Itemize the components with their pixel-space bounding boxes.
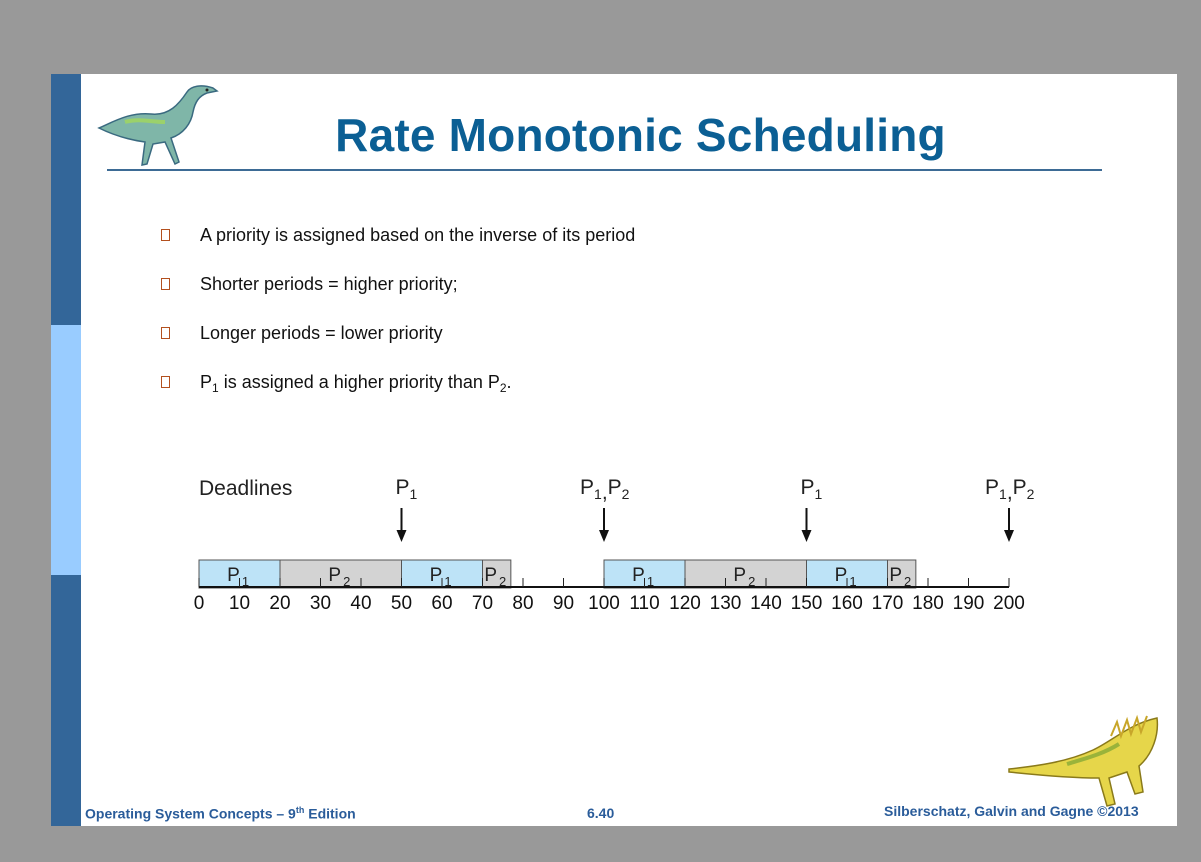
deadline-markers: P1 P1,P2 P1 P1,P2 [396,476,1035,542]
deadline-arrow-head-2 [801,530,812,542]
gantt-segment-label-2: P [430,565,443,586]
bullet-icon [161,327,170,339]
bullet-1: A priority is assigned based on the inve… [161,225,635,246]
gantt-segment-3 [482,559,512,589]
gantt-segment-label-5: P [733,565,746,586]
tick-label-60: 60 [431,593,452,614]
gantt-segment-7 [887,559,917,589]
footer-book-title: Operating System Concepts – 9th Edition [85,805,356,822]
gantt-segment-5 [684,559,807,589]
slide-title: Rate Monotonic Scheduling [335,109,946,161]
deadline-label-3: P1,P2 [985,476,1035,504]
tick-label-150: 150 [791,593,823,614]
bullet-4-mid: is assigned a higher priority than P [218,372,500,392]
tick-label-200: 200 [993,593,1025,614]
title-rule [107,169,1102,171]
gantt-segment-label-3: P [484,565,497,586]
deadline-arrow-head-0 [396,530,407,542]
bullet-icon [161,229,170,241]
bullet-4-p2-sub: 2 [499,381,507,395]
tick-label-80: 80 [512,593,533,614]
tick-label-140: 140 [750,593,782,614]
footer-authors: Silberschatz, Galvin and Gagne ©2013 [884,803,1139,819]
gantt-segment-sub-2: 1 [444,574,451,589]
gantt-segment-sub-5: 2 [748,574,755,589]
deadline-arrow-head-3 [1004,530,1014,542]
left-bar-middle [51,325,81,575]
tick-label-170: 170 [872,593,904,614]
deadline-label-0: P1 [396,476,418,502]
bullet-4: P1 is assigned a higher priority than P2… [161,372,512,395]
gantt-segment-sub-3: 2 [499,574,506,589]
gantt-segment-label-0: P [227,565,240,586]
bullet-1-text: A priority is assigned based on the inve… [200,225,636,245]
left-bar-bottom [51,575,81,826]
gantt-segment-sub-4: 1 [647,574,654,589]
deadline-label-1: P1,P2 [580,476,630,504]
gantt-segment-sub-7: 2 [904,574,911,589]
gantt-segment-label-4: P [632,565,645,586]
dinosaur-logo-bottom [1008,714,1159,807]
gantt-segment-sub-0: 1 [242,574,249,589]
slide: Rate Monotonic Scheduling A priority is … [51,74,1177,826]
footer-book-sup: th [295,805,305,815]
tick-label-30: 30 [310,593,331,614]
tick-label-50: 50 [391,593,412,614]
tick-marks [198,578,1010,587]
bullet-2: Shorter periods = higher priority; [161,274,458,295]
footer-book-suffix: Edition [304,805,356,822]
tick-label-110: 110 [629,593,659,614]
bullet-3-text: Longer periods = lower priority [200,323,443,343]
tick-label-100: 100 [588,593,620,614]
tick-label-10: 10 [229,593,250,614]
tick-label-180: 180 [912,593,944,614]
gantt-segment-label-1: P [328,565,341,586]
tick-label-130: 130 [710,593,742,614]
dinosaur-logo-top [97,85,219,166]
tick-label-190: 190 [953,593,985,614]
bullet-4-end: . [506,372,512,392]
bullet-icon [161,278,170,290]
tick-label-20: 20 [269,593,290,614]
gantt-segment-label-6: P [835,565,848,586]
gantt-segment-label-7: P [889,565,902,586]
deadline-label-2: P1 [801,476,823,502]
bullet-4-p1-sub: 1 [212,381,219,395]
footer-page-number: 6.40 [587,805,615,821]
tick-label-40: 40 [350,593,371,614]
gantt-segment-sub-1: 2 [343,574,350,589]
tick-labels: 0 10 20 30 40 50 60 70 80 90 100 110 120 130 140 150 160… [194,593,1025,614]
bullet-icon [161,376,170,388]
tick-label-0: 0 [194,593,205,614]
tick-label-120: 120 [669,593,701,614]
deadline-arrow-head-1 [599,530,609,542]
deadlines-label: Deadlines [199,477,292,500]
tick-label-90: 90 [553,593,574,614]
bullet-3: Longer periods = lower priority [161,323,443,344]
tick-label-70: 70 [472,593,493,614]
footer-book-prefix: Operating System Concepts – 9 [85,805,296,822]
bullet-4-p: P [200,372,213,392]
tick-label-160: 160 [831,593,863,614]
bullet-2-text: Shorter periods = higher priority; [200,274,458,294]
left-bar-top [51,74,81,325]
gantt-segment-sub-6: 1 [849,574,856,589]
